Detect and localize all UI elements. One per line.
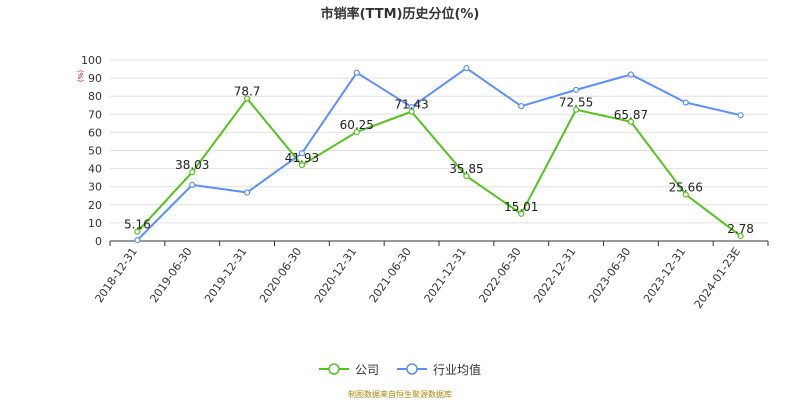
data-point[interactable]: [298, 150, 306, 157]
y-tick-label: 100: [81, 54, 102, 67]
x-tick-label: 2019-06-30: [147, 245, 194, 305]
data-point[interactable]: [737, 112, 744, 119]
data-label: 60.25: [340, 118, 374, 132]
y-tick-label: 60: [88, 126, 102, 139]
x-tick-label: 2023-06-30: [586, 245, 633, 305]
x-tick-labels: 2018-12-31 2019-06-30 2019-12-31 2020-06-30…: [93, 245, 744, 311]
y-tick-labels: 0 10 20 30 40 50 60 70 80 90 100: [81, 54, 102, 248]
gridlines: [110, 59, 768, 242]
data-point[interactable]: [243, 189, 251, 196]
data-point[interactable]: [189, 181, 196, 188]
y-tick-label: 40: [88, 163, 102, 176]
data-point[interactable]: [682, 191, 689, 198]
legend-label-industry-average: 行业均值: [433, 362, 482, 377]
data-label: 38.03: [175, 158, 209, 172]
data-point[interactable]: [572, 86, 580, 93]
data-label: 2.78: [727, 222, 754, 236]
legend-label-company: 公司: [354, 362, 379, 377]
data-point[interactable]: [737, 232, 744, 240]
series-layer: [134, 65, 744, 244]
chart-title: 市销率(TTM)历史分位(%): [321, 6, 480, 22]
data-label: 65.87: [614, 108, 648, 122]
y-tick-label: 20: [88, 199, 102, 212]
data-label: 35.85: [449, 162, 483, 176]
data-point[interactable]: [243, 95, 251, 102]
x-tick-label: 2020-06-30: [257, 245, 304, 305]
x-tick-label: 2024-01-23E: [692, 245, 743, 311]
data-point[interactable]: [518, 210, 525, 217]
data-label: 5.16: [124, 218, 151, 232]
x-tick-label: 2021-06-30: [367, 245, 414, 305]
y-tick-label: 70: [88, 108, 102, 121]
x-tick-label: 2021-12-31: [422, 245, 469, 305]
data-point[interactable]: [298, 162, 306, 169]
data-point[interactable]: [463, 173, 470, 180]
x-tick-label: 2019-12-31: [202, 245, 249, 305]
data-point[interactable]: [189, 169, 196, 176]
x-tick-label: 2022-12-31: [531, 245, 578, 305]
x-tick-label: 2023-12-31: [641, 245, 688, 305]
y-tick-label: 10: [88, 217, 102, 230]
data-label: 25.66: [669, 181, 703, 195]
data-point[interactable]: [134, 228, 141, 235]
data-label: 71.43: [394, 98, 428, 112]
data-point[interactable]: [353, 69, 360, 76]
data-label: 72.55: [559, 96, 593, 110]
source-note: 制图数据来自恒生聚源数据库: [348, 390, 452, 399]
y-tick-label: 30: [88, 181, 102, 194]
data-point[interactable]: [518, 103, 525, 110]
data-point[interactable]: [408, 108, 415, 115]
data-label: 15.01: [504, 200, 538, 214]
data-labels: 5.16 38.03 78.7 41.93 60.25 71.43 35.85 15.01 72…: [124, 85, 754, 236]
x-tick-label: 2018-12-31: [93, 245, 140, 305]
data-point[interactable]: [463, 65, 470, 72]
legend-line-marker-icon: [318, 363, 349, 375]
data-point[interactable]: [572, 106, 580, 113]
data-label: 78.7: [234, 85, 261, 99]
data-point[interactable]: [627, 118, 635, 125]
x-tick-label: 2020-12-31: [312, 245, 359, 305]
data-label: 41.93: [285, 151, 319, 165]
y-axis-label: (%): [77, 70, 85, 82]
data-point[interactable]: [353, 128, 360, 136]
series-line-1: [136, 67, 741, 241]
data-point[interactable]: [627, 71, 635, 78]
series-line-0: [136, 97, 742, 237]
y-tick-label: 0: [95, 235, 102, 248]
y-tick-label: 50: [88, 145, 102, 158]
legend: 公司 行业均值: [0, 359, 800, 379]
axes: [109, 240, 769, 246]
y-tick-label: 80: [88, 90, 102, 103]
legend-line-marker-icon: [397, 363, 427, 375]
legend-item-industry-average[interactable]: 行业均值: [397, 361, 481, 378]
data-point[interactable]: [682, 99, 689, 106]
data-point[interactable]: [134, 236, 141, 244]
legend-item-company[interactable]: 公司: [318, 361, 379, 378]
x-tick-label: 2022-06-30: [476, 245, 523, 305]
y-tick-label: 90: [88, 72, 102, 85]
